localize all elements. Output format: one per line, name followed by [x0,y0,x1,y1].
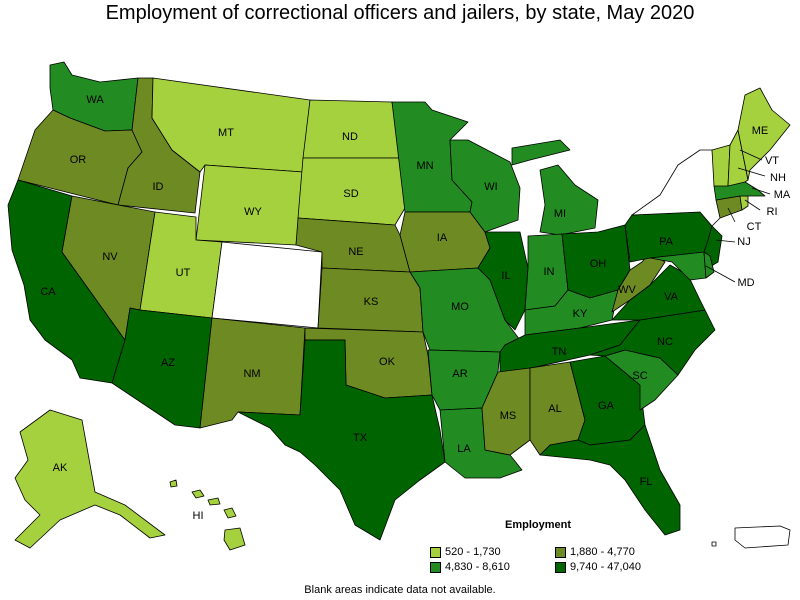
label-ct: CT [747,221,762,233]
state-de[interactable] [703,251,715,279]
legend-title: Employment [505,519,572,531]
label-wi: WI [484,181,497,193]
state-wv[interactable] [611,251,666,313]
label-ut: UT [176,267,191,279]
legend-swatch [555,561,566,573]
label-wy: WY [244,206,262,218]
label-id: ID [153,181,164,193]
legend-swatch [555,546,566,558]
label-tx: TX [353,432,368,444]
label-ak: AK [53,462,68,474]
label-mt: MT [218,127,234,139]
legend-item-bin-1: 520 - 1,730 [430,546,501,558]
label-ia: IA [437,232,448,244]
label-la: LA [457,443,471,455]
label-tn: TN [552,346,567,358]
label-sc: SC [632,370,647,382]
label-al: AL [548,403,561,415]
label-nc: NC [657,336,673,348]
label-mo: MO [451,301,469,313]
state-ak[interactable] [14,409,166,549]
label-ri: RI [767,206,778,218]
label-ms: MS [500,410,517,422]
label-vt: VT [765,155,779,167]
state-wi[interactable] [449,139,521,233]
state-nd[interactable] [302,99,403,159]
label-nm: NM [243,368,260,380]
label-va: VA [664,291,679,303]
label-nh: NH [770,172,786,184]
state-mi[interactable] [511,139,599,236]
legend-label: 520 - 1,730 [445,546,501,558]
legend-swatch [430,561,441,573]
label-il: IL [501,270,510,282]
label-wv: WV [618,284,636,296]
label-sd: SD [343,188,358,200]
label-or: OR [70,154,87,166]
state-il[interactable] [477,231,529,331]
label-ma: MA [774,189,791,201]
label-ga: GA [598,400,615,412]
legend-item-bin-3: 4,830 - 8,610 [430,561,510,573]
state-nh[interactable] [727,129,749,187]
state-ma[interactable] [713,181,766,201]
label-ne: NE [348,246,363,258]
label-ca: CA [40,286,56,298]
footnote: Blank areas indicate data not available. [304,584,496,596]
state-me[interactable] [737,87,791,181]
state-hi[interactable] [169,479,246,551]
legend-item-bin-4: 9,740 - 47,040 [555,561,641,573]
legend-label: 9,740 - 47,040 [570,561,641,573]
label-nd: ND [342,131,358,143]
label-ok: OK [379,356,396,368]
state-sd[interactable] [297,157,406,226]
label-nj: NJ [737,236,750,248]
state-md[interactable] [649,251,707,281]
label-mi: MI [554,208,566,220]
legend-swatch [430,546,441,558]
map-title: Employment of correctional officers and … [105,2,695,24]
legend-label: 1,880 - 4,770 [570,546,635,558]
state-tx[interactable] [237,339,446,541]
label-ar: AR [452,368,467,380]
leader-lines [705,149,771,283]
label-pa: PA [659,236,674,248]
label-az: AZ [161,357,175,369]
state-pr[interactable] [734,525,791,549]
label-mn: MN [416,160,433,172]
state-co[interactable] [211,241,323,329]
legend-label: 4,830 - 8,610 [445,561,510,573]
label-ks: KS [364,296,379,308]
label-fl: FL [640,476,653,488]
label-in: IN [544,266,555,278]
label-me: ME [752,125,769,137]
label-hi: HI [193,510,204,522]
state-nc[interactable] [589,309,716,376]
state-vt[interactable] [711,144,731,187]
label-wa: WA [86,94,104,106]
legend-item-bin-2: 1,880 - 4,770 [555,546,635,558]
label-ky: KY [573,308,588,320]
label-nv: NV [102,251,118,263]
label-md: MD [737,277,754,289]
state-fl[interactable] [539,424,681,536]
state-labels: WA OR CA ID NV MT WY UT AZ NM ND SD NE K… [40,94,791,522]
label-oh: OH [590,258,607,270]
state-pr-islet [711,541,717,547]
